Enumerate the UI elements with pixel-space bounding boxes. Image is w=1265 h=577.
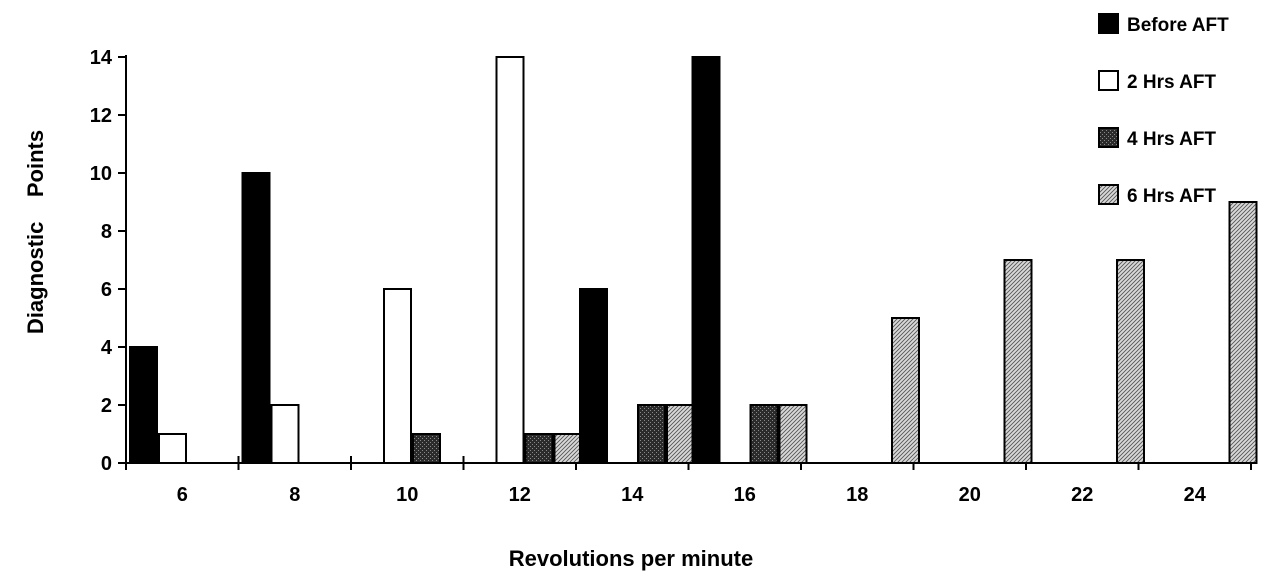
bar-6-hrs-aft-12 (553, 433, 583, 464)
bar-4-hrs-aft-10 (412, 433, 441, 464)
bar-4-hrs-aft-12 (524, 433, 554, 464)
bar-before-aft-6 (129, 346, 158, 464)
bar-before-aft-14 (579, 288, 608, 464)
bar-before-aft-16 (691, 56, 721, 464)
bar-2-hrs-aft-6 (158, 433, 187, 464)
bar-2-hrs-aft-8 (270, 404, 300, 464)
y-tick-label: 8 (101, 221, 112, 243)
bar-4-hrs-aft-16 (749, 404, 779, 464)
x-tick-label: 14 (621, 484, 644, 506)
bar-6-hrs-aft-16 (778, 404, 808, 464)
legend-swatch (1098, 184, 1119, 205)
y-axis-title: Diagnostic Points (23, 130, 48, 334)
bar-6-hrs-aft-20 (1003, 259, 1033, 464)
bar-4-hrs-aft-14 (637, 404, 666, 464)
legend: Before AFT 2 Hrs AFT 4 Hrs AFT 6 Hrs AFT (1098, 13, 1229, 207)
bars (129, 56, 1258, 464)
x-tick-label: 18 (846, 484, 868, 506)
y-tick-label: 2 (101, 395, 112, 417)
legend-swatch (1098, 127, 1119, 148)
x-tick-label: 10 (396, 484, 418, 506)
legend-label: 2 Hrs AFT (1127, 72, 1216, 93)
bar-2-hrs-aft-12 (495, 56, 525, 464)
bar-6-hrs-aft-22 (1116, 259, 1145, 464)
x-tick-label: 6 (177, 484, 188, 506)
y-tick-label: 4 (101, 337, 113, 359)
bar-6-hrs-aft-24 (1228, 201, 1258, 464)
y-tick-label: 6 (101, 279, 112, 301)
legend-label: Before AFT (1127, 15, 1229, 36)
y-tick-label: 12 (90, 105, 112, 127)
bar-before-aft-8 (241, 172, 271, 464)
x-tick-label: 8 (289, 484, 300, 506)
x-tick-label: 20 (959, 484, 981, 506)
bar-6-hrs-aft-14 (666, 404, 695, 464)
legend-label: 4 Hrs AFT (1127, 129, 1216, 150)
legend-label: 6 Hrs AFT (1127, 186, 1216, 207)
x-tick-label: 16 (734, 484, 756, 506)
x-axis-title: Revolutions per minute (509, 546, 753, 571)
bar-2-hrs-aft-10 (383, 288, 412, 464)
y-tick-label: 10 (90, 163, 112, 185)
legend-swatch (1098, 70, 1119, 91)
bar-6-hrs-aft-18 (891, 317, 920, 464)
legend-swatch (1098, 13, 1119, 34)
x-tick-label: 12 (509, 484, 531, 506)
y-tick-label: 0 (101, 453, 112, 475)
y-tick-label: 14 (90, 47, 113, 69)
x-tick-label: 22 (1071, 484, 1093, 506)
x-tick-label: 24 (1184, 484, 1207, 506)
